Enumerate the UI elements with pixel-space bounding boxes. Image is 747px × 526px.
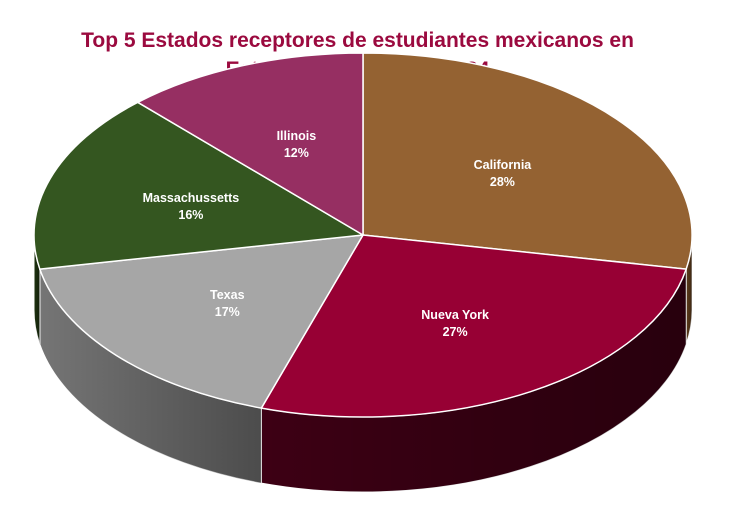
pie-side-shade-nueva-york [261,269,687,492]
pie-side-shade-texas [39,269,262,484]
pie-slice-texas [39,234,364,409]
pie-sides [33,234,693,493]
pie-slice-illinois [137,52,364,236]
chart-title-line-1: Top 5 Estados receptores de estudiantes … [81,29,634,52]
pie-slice-nueva-york [260,234,687,418]
pie-value-california: 28% [490,175,515,189]
pie-value-massachussetts: 16% [178,208,203,222]
pie-side-shade-california [686,235,692,345]
pie-label-california: California [474,158,533,172]
pie-value-texas: 17% [215,305,240,319]
pie-value-illinois: 12% [284,146,309,160]
pie-side-shade-massachussetts [34,235,40,345]
pie-labels: California 28% Nueva York 27% Texas 17% Massac… [143,129,533,339]
pie-value-nueva-york: 27% [443,325,468,339]
pie-slice-california [362,52,693,270]
pie-label-massachussetts: Massachussetts [143,191,240,205]
pie-label-illinois: Illinois [277,129,317,143]
pie-slices [33,52,693,418]
pie-slice-massachussetts [33,101,364,270]
pie-label-nueva-york: Nueva York [421,308,489,322]
pie-label-texas: Texas [210,288,245,302]
